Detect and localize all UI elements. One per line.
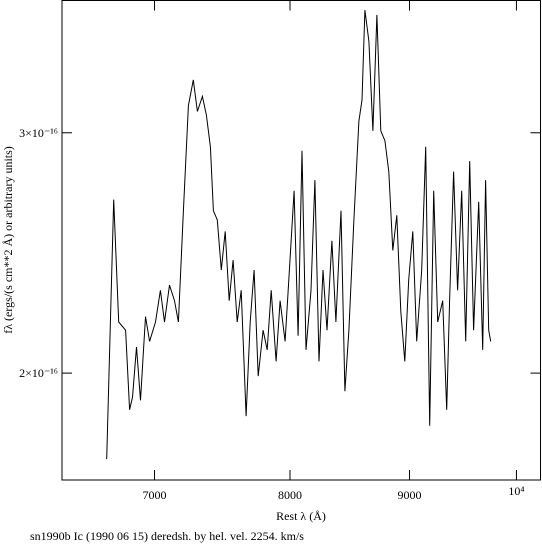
caption: sn1990b Ic (1990 06 15) deredsh. by hel.… <box>30 529 304 543</box>
y-tick-label: 3×10⁻¹⁶ <box>19 126 58 140</box>
x-tick-label: 9000 <box>398 488 422 502</box>
spectrum-line <box>106 10 492 460</box>
y-axis-label: fλ (ergs/(s cm**2 Å) or arbitrary units) <box>1 146 15 334</box>
x-tick-label: 8000 <box>278 488 302 502</box>
plot-frame <box>61 0 541 481</box>
y-tick-label: 2×10⁻¹⁶ <box>19 366 58 380</box>
x-tick-label: 10⁴ <box>508 484 524 498</box>
x-tick-label: 7000 <box>143 488 167 502</box>
x-axis-label: Rest λ (Å) <box>276 509 326 523</box>
